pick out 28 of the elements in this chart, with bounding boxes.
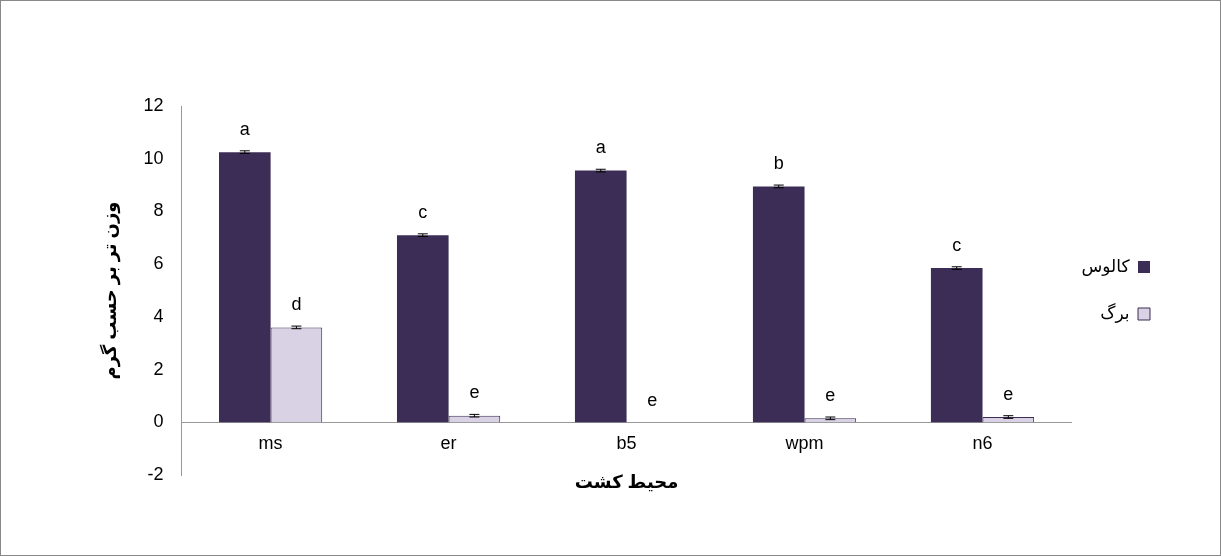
annotation: a xyxy=(239,118,251,139)
annotation: d xyxy=(291,294,302,315)
x-tick-label: ms xyxy=(258,433,283,454)
y-tick-label: 2 xyxy=(153,358,164,379)
y-tick-label: 0 xyxy=(153,411,164,432)
y-axis-title: وزن تر بر حسب گرم xyxy=(98,201,121,380)
x-tick-label: n6 xyxy=(972,433,993,454)
y-tick-label: 12 xyxy=(143,94,164,115)
annotation: e xyxy=(1003,383,1014,404)
annotation: c xyxy=(418,201,428,222)
annotation: e xyxy=(469,382,480,403)
legend-label: کالوس xyxy=(1081,256,1131,276)
annotation: e xyxy=(647,390,658,411)
legend-label: برگ xyxy=(1100,302,1130,323)
x-tick-label: b5 xyxy=(616,433,637,454)
bar xyxy=(574,170,627,423)
y-tick-label: -2 xyxy=(147,463,164,484)
annotation: b xyxy=(773,153,784,174)
x-axis-title: محیط کشت xyxy=(574,471,679,492)
y-tick-label: 4 xyxy=(153,305,164,326)
y-tick-label: 10 xyxy=(143,147,164,168)
x-tick-label: wpm xyxy=(784,433,824,454)
x-tick-label: er xyxy=(440,433,457,454)
annotation: e xyxy=(825,384,836,405)
annotation: c xyxy=(952,234,962,255)
y-tick-label: 6 xyxy=(153,253,164,274)
y-tick-label: 8 xyxy=(153,200,164,221)
annotation: a xyxy=(595,137,607,158)
